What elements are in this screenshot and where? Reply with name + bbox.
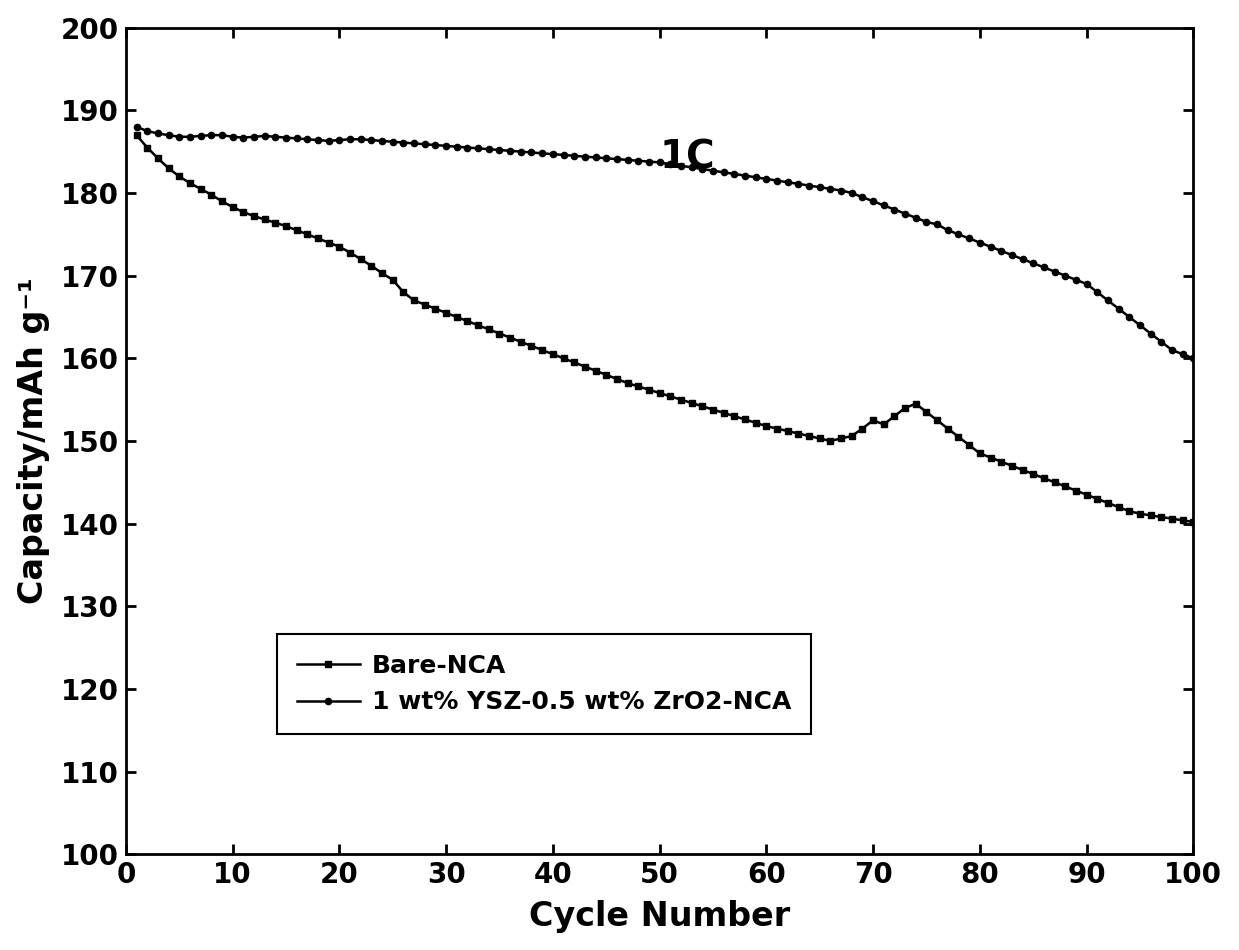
Line: Bare-NCA: Bare-NCA — [134, 132, 1197, 525]
1 wt% YSZ-0.5 wt% ZrO2-NCA — [332, 134, 347, 145]
X-axis label: Cycle Number: Cycle Number — [529, 901, 790, 933]
Text: 1C: 1C — [659, 138, 715, 176]
1 wt% YSZ-0.5 wt% ZrO2-NCA — [1186, 352, 1201, 364]
Legend: Bare-NCA, 1 wt% YSZ-0.5 wt% ZrO2-NCA: Bare-NCA, 1 wt% YSZ-0.5 wt% ZrO2-NCA — [278, 634, 812, 734]
Y-axis label: Capacity/mAh g⁻¹: Capacity/mAh g⁻¹ — [16, 277, 50, 604]
Bare-NCA — [129, 129, 144, 141]
Bare-NCA — [1132, 508, 1147, 520]
Bare-NCA — [760, 421, 774, 432]
Bare-NCA — [374, 268, 389, 279]
Bare-NCA — [674, 394, 689, 406]
1 wt% YSZ-0.5 wt% ZrO2-NCA — [374, 135, 389, 146]
1 wt% YSZ-0.5 wt% ZrO2-NCA — [674, 160, 689, 171]
1 wt% YSZ-0.5 wt% ZrO2-NCA — [760, 173, 774, 184]
1 wt% YSZ-0.5 wt% ZrO2-NCA — [1100, 294, 1115, 306]
1 wt% YSZ-0.5 wt% ZrO2-NCA — [129, 122, 144, 133]
Bare-NCA — [1100, 497, 1115, 508]
1 wt% YSZ-0.5 wt% ZrO2-NCA — [1132, 319, 1147, 331]
Bare-NCA — [1186, 516, 1201, 527]
Bare-NCA — [332, 241, 347, 253]
Line: 1 wt% YSZ-0.5 wt% ZrO2-NCA: 1 wt% YSZ-0.5 wt% ZrO2-NCA — [134, 124, 1197, 361]
